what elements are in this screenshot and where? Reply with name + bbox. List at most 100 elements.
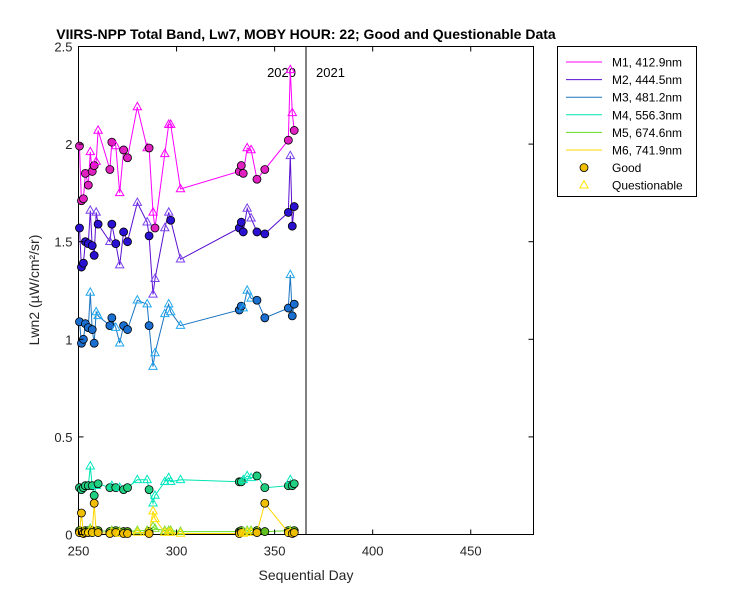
questionable-point-m3 <box>132 294 143 304</box>
questionable-point-m1 <box>242 142 253 152</box>
y-tick-label: 2 <box>65 137 72 152</box>
questionable-point-m4 <box>242 470 253 480</box>
questionable-point-m2 <box>85 204 96 214</box>
good-point-m2 <box>123 237 132 247</box>
questionable-point-m5 <box>132 524 143 534</box>
plot-content: 2020 2021 <box>75 46 345 538</box>
questionable-point-m2 <box>91 206 102 216</box>
questionable-point-m4 <box>142 474 153 484</box>
questionable-point-m6 <box>148 505 159 515</box>
good-point-m6 <box>289 528 299 537</box>
legend-label: M1, 412.9nm <box>612 56 682 70</box>
questionable-point-m1 <box>287 107 298 117</box>
x-tick-label: 350 <box>264 544 286 559</box>
good-point-m2 <box>289 202 299 211</box>
questionable-point-m3 <box>285 269 296 279</box>
good-point-m3 <box>260 313 270 323</box>
questionable-point-m4 <box>175 474 186 484</box>
legend-entry: Questionable <box>579 179 683 193</box>
good-point-m3 <box>87 325 97 334</box>
questionable-point-m2 <box>104 236 115 245</box>
good-point-m2 <box>236 217 246 227</box>
questionable-point-m1 <box>165 118 176 128</box>
good-point-m1 <box>107 137 117 147</box>
good-point-m3 <box>107 313 117 323</box>
good-point-m1 <box>75 141 84 151</box>
questionable-point-m3 <box>148 361 159 370</box>
questionable-point-m3 <box>238 302 249 312</box>
good-point-m2 <box>75 223 84 233</box>
legend-items: M1, 412.9nm M2, 444.5nm M3, 481.2nm M4, 556… <box>566 56 683 193</box>
questionable-point-m1 <box>91 156 102 165</box>
questionable-point-m3 <box>93 310 104 320</box>
good-point-m1 <box>236 161 246 170</box>
y-tick-label: 0 <box>65 528 72 543</box>
questionable-point-m3 <box>110 321 121 331</box>
questionable-point-m2 <box>163 206 174 216</box>
good-point-m1 <box>150 223 160 233</box>
good-point-m2 <box>260 229 270 239</box>
x-tick-label: 300 <box>166 544 188 559</box>
questionable-point-m1 <box>148 206 159 216</box>
questionable-point-m1 <box>110 140 121 150</box>
good-point-m3 <box>89 338 99 348</box>
good-point-m1 <box>252 174 262 184</box>
good-point-m6 <box>260 498 270 508</box>
good-point-m1 <box>89 161 99 170</box>
y-tick-label: 0.5 <box>54 430 72 445</box>
x-axis-label: Sequential Day <box>259 567 354 583</box>
good-point-m4 <box>123 483 132 493</box>
good-point-m4 <box>89 491 99 500</box>
questionable-point-m2 <box>114 259 125 269</box>
good-point-m1 <box>144 143 154 153</box>
good-point-m2 <box>119 227 129 237</box>
good-point-m1 <box>238 168 248 178</box>
good-point-m1 <box>283 135 293 145</box>
good-point-m3 <box>252 295 262 305</box>
legend-label: M2, 444.5nm <box>612 73 682 87</box>
x-tick-label: 400 <box>362 544 384 559</box>
good-point-m6 <box>123 529 132 538</box>
questionable-point-m4 <box>132 474 143 484</box>
legend-good-marker <box>579 163 589 173</box>
good-point-m2 <box>93 219 103 229</box>
good-point-m2 <box>144 231 154 241</box>
good-point-m2 <box>79 258 88 268</box>
good-point-m1 <box>83 180 93 190</box>
questionable-point-m6 <box>149 513 160 523</box>
questionable-point-m2 <box>132 197 143 206</box>
good-point-m6 <box>77 508 86 518</box>
legend-entry: M2, 444.5nm <box>566 73 682 87</box>
good-point-m4 <box>144 485 154 495</box>
questionable-point-m1 <box>175 183 186 193</box>
series-line-m3 <box>79 274 295 367</box>
questionable-point-m6 <box>238 527 249 537</box>
legend-label: M3, 481.2nm <box>612 91 682 105</box>
good-point-m5 <box>260 527 270 536</box>
questionable-point-m4 <box>85 460 96 470</box>
legend: M1, 412.9nm M2, 444.5nm M3, 481.2nm M4, 556… <box>557 46 697 197</box>
questionable-point-m3 <box>246 292 257 302</box>
questionable-point-m2 <box>242 202 253 212</box>
x-tick-label: 250 <box>68 544 90 559</box>
questionable-point-m3 <box>114 337 125 347</box>
good-point-m1 <box>123 153 132 163</box>
good-point-m2 <box>252 227 262 237</box>
year-label-2021: 2021 <box>316 65 345 80</box>
questionable-point-m5 <box>148 521 159 530</box>
y-tick-label: 1 <box>65 332 72 347</box>
questionable-point-m2 <box>285 150 296 160</box>
good-point-m4 <box>93 479 103 489</box>
good-point-m4 <box>252 471 262 481</box>
good-point-m3 <box>289 299 299 309</box>
good-point-m2 <box>166 215 176 225</box>
questionable-point-m1 <box>85 146 96 156</box>
good-point-m2 <box>89 250 99 260</box>
good-point-m4 <box>289 479 299 489</box>
questionable-point-m3 <box>165 306 176 316</box>
good-point-m1 <box>105 165 115 174</box>
questionable-point-m5 <box>175 525 186 535</box>
questionable-point-m4 <box>165 476 176 486</box>
legend-box <box>557 46 697 197</box>
